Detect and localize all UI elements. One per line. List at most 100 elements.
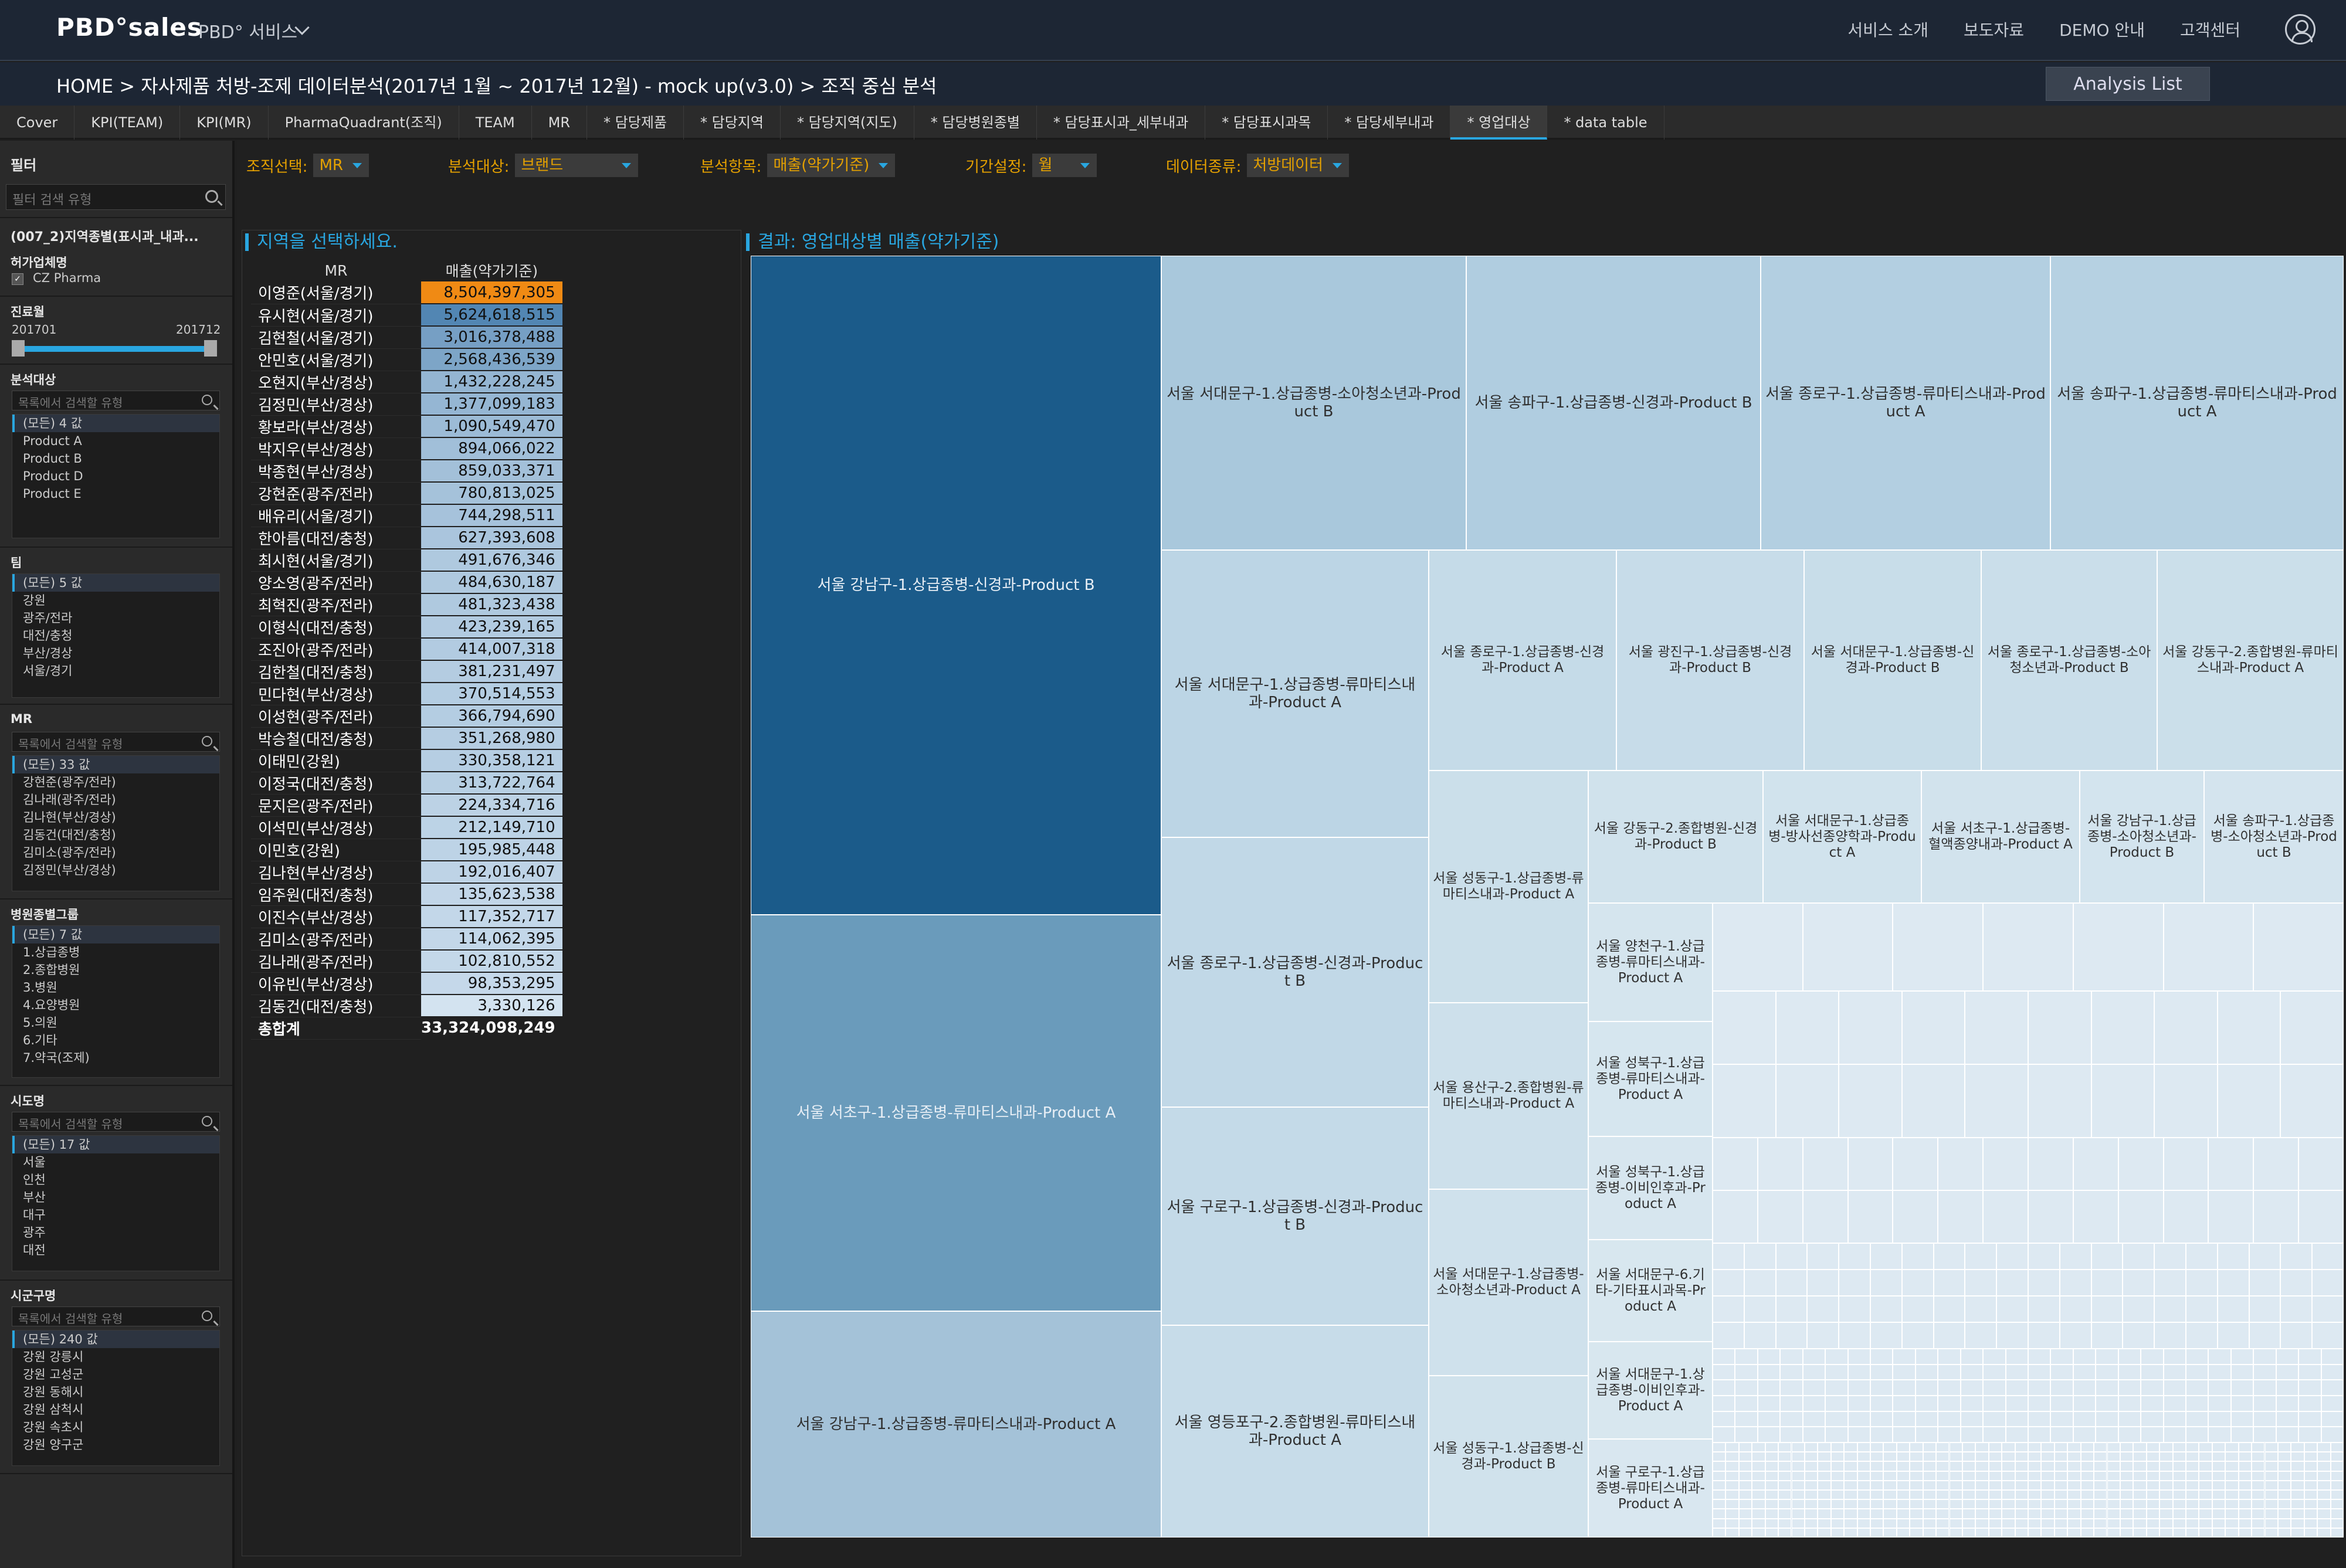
- treemap-small-cell[interactable]: [2317, 1499, 2331, 1509]
- treemap-small-cell[interactable]: [2238, 1509, 2252, 1519]
- treemap-small-cell[interactable]: [2120, 1471, 2134, 1481]
- treemap-small-cell[interactable]: [2264, 1471, 2278, 1481]
- treemap-small-cell[interactable]: [2028, 1480, 2042, 1490]
- treemap-small-cell[interactable]: [1804, 1490, 1818, 1500]
- treemap-small-cell[interactable]: [1713, 1443, 1726, 1452]
- treemap-small-cell[interactable]: [1713, 1190, 1758, 1243]
- sigungu-list-item[interactable]: 강원 속초시: [23, 1420, 84, 1434]
- treemap-small-cell[interactable]: [2230, 1427, 2254, 1443]
- treemap-small-cell[interactable]: [2163, 1427, 2186, 1443]
- treemap-small-cell[interactable]: [2094, 1509, 2107, 1519]
- treemap-small-cell[interactable]: [1778, 1499, 1792, 1509]
- treemap-cell[interactable]: 서울 종로구-1.상급종병-류마티스내과-Product A: [1761, 256, 2050, 550]
- treemap-small-cell[interactable]: [1775, 1270, 1808, 1296]
- treemap-small-cell[interactable]: [1983, 1190, 2028, 1243]
- treemap-small-cell[interactable]: [1765, 1490, 1779, 1500]
- mr-sales-value[interactable]: 894,066,022: [421, 437, 562, 460]
- treemap-small-cell[interactable]: [2120, 1509, 2134, 1519]
- treemap-small-cell[interactable]: [2067, 1499, 2081, 1509]
- treemap-small-cell[interactable]: [2054, 1471, 2068, 1481]
- treemap-small-cell[interactable]: [2050, 1396, 2073, 1411]
- treemap-small-cell[interactable]: [2172, 1499, 2186, 1509]
- treemap-small-cell[interactable]: [2186, 1427, 2209, 1443]
- treemap-small-cell[interactable]: [2146, 1528, 2160, 1538]
- treemap-small-cell[interactable]: [2253, 1396, 2276, 1411]
- treemap-small-cell[interactable]: [1883, 1480, 1897, 1490]
- treemap-small-cell[interactable]: [2159, 1480, 2173, 1490]
- treemap-small-cell[interactable]: [1775, 1296, 1808, 1322]
- treemap-small-cell[interactable]: [1965, 991, 2028, 1064]
- treemap-small-cell[interactable]: [2252, 1443, 2265, 1452]
- treemap-small-cell[interactable]: [2304, 1452, 2318, 1462]
- treemap-small-cell[interactable]: [1996, 1322, 2028, 1349]
- filter-header[interactable]: (007_2)지역종별(표시과_내과...: [11, 230, 199, 245]
- treemap-small-cell[interactable]: [2186, 1471, 2199, 1481]
- treemap-cell[interactable]: 서울 구로구-1.상급종병-류마티스내과-Product A: [1588, 1439, 1713, 1538]
- treemap-small-cell[interactable]: [1936, 1490, 1950, 1500]
- tab-12[interactable]: * 담당세부내과: [1328, 106, 1451, 140]
- treemap-small-cell[interactable]: [1757, 1380, 1781, 1396]
- treemap-small-cell[interactable]: [1757, 1138, 1803, 1190]
- treemap-small-cell[interactable]: [1752, 1528, 1765, 1538]
- treemap-small-cell[interactable]: [1778, 1509, 1792, 1519]
- treemap-small-cell[interactable]: [2225, 1490, 2239, 1500]
- treemap-small-cell[interactable]: [2028, 1190, 2073, 1243]
- treemap-small-cell[interactable]: [2277, 1490, 2291, 1500]
- treemap-small-cell[interactable]: [2225, 1461, 2239, 1471]
- hosp-list-item[interactable]: 1.상급종병: [23, 945, 80, 959]
- treemap-small-cell[interactable]: [2253, 1427, 2276, 1443]
- treemap-small-cell[interactable]: [2230, 1411, 2254, 1427]
- treemap-small-cell[interactable]: [2118, 1396, 2141, 1411]
- treemap-small-cell[interactable]: [1725, 1443, 1739, 1452]
- treemap-small-cell[interactable]: [2028, 1471, 2042, 1481]
- treemap-small-cell[interactable]: [2107, 1518, 2120, 1528]
- treemap-small-cell[interactable]: [1870, 1471, 1884, 1481]
- treemap-small-cell[interactable]: [2291, 1480, 2304, 1490]
- treemap-small-cell[interactable]: [1738, 1490, 1752, 1500]
- treemap-small-cell[interactable]: [2304, 1471, 2318, 1481]
- treemap-small-cell[interactable]: [1883, 1528, 1897, 1538]
- treemap-small-cell[interactable]: [2253, 1364, 2276, 1380]
- treemap-small-cell[interactable]: [1893, 1190, 1938, 1243]
- treemap-cell[interactable]: 서울 서대문구-1.상급종병-소아청소년과-Product B: [1161, 256, 1466, 550]
- treemap-small-cell[interactable]: [2291, 1518, 2304, 1528]
- treemap-small-cell[interactable]: [1988, 1452, 2002, 1462]
- treemap-small-cell[interactable]: [1870, 1518, 1884, 1528]
- table-row[interactable]: 양소영(광주/전라) 484,630,187: [251, 571, 562, 594]
- table-row[interactable]: 이영준(서울/경기) 8,504,397,305: [251, 281, 562, 304]
- treemap-small-cell[interactable]: [1936, 1461, 1950, 1471]
- treemap-small-cell[interactable]: [1778, 1528, 1792, 1538]
- treemap-cell[interactable]: 서울 종로구-1.상급종병-소아청소년과-Product B: [1981, 550, 2157, 771]
- treemap-small-cell[interactable]: [1975, 1461, 1989, 1471]
- treemap-small-cell[interactable]: [1949, 1509, 1962, 1519]
- treemap-small-cell[interactable]: [2186, 1528, 2199, 1538]
- treemap-small-cell[interactable]: [1735, 1411, 1758, 1427]
- table-row[interactable]: 이정국(대전/충청) 313,722,764: [251, 772, 562, 795]
- hosp-list-item[interactable]: 3.병원: [23, 980, 57, 995]
- treemap-small-cell[interactable]: [1802, 1411, 1826, 1427]
- treemap-cell[interactable]: 서울 종로구-1.상급종병-신경과-Product B: [1161, 837, 1429, 1107]
- tab-3[interactable]: PharmaQuadrant(조직): [269, 106, 459, 140]
- treemap-small-cell[interactable]: [1936, 1452, 1950, 1462]
- mr-sales-value[interactable]: 330,358,121: [421, 749, 562, 772]
- mr-sales-value[interactable]: 135,623,538: [421, 883, 562, 906]
- metric-dropdown[interactable]: 매출(약가기준): [767, 154, 896, 177]
- treemap-small-cell[interactable]: [2225, 1480, 2239, 1490]
- treemap-cell[interactable]: 서울 서대문구-1.상급종병-방사선종양학과-Product A: [1763, 771, 1921, 903]
- treemap-small-cell[interactable]: [1975, 1499, 1989, 1509]
- treemap-small-cell[interactable]: [1725, 1528, 1739, 1538]
- treemap-small-cell[interactable]: [2199, 1471, 2212, 1481]
- treemap-small-cell[interactable]: [2120, 1452, 2134, 1462]
- treemap-small-cell[interactable]: [2230, 1396, 2254, 1411]
- treemap-small-cell[interactable]: [2291, 1490, 2304, 1500]
- treemap-small-cell[interactable]: [2005, 1364, 2028, 1380]
- treemap-cell[interactable]: 서울 서대문구-1.상급종병-소아청소년과-Product A: [1429, 1189, 1588, 1376]
- treemap-small-cell[interactable]: [2059, 1243, 2091, 1270]
- treemap-small-cell[interactable]: [1780, 1364, 1803, 1380]
- treemap-small-cell[interactable]: [2080, 1452, 2094, 1462]
- tab-6[interactable]: * 담당제품: [587, 106, 684, 140]
- treemap-small-cell[interactable]: [2096, 1380, 2118, 1396]
- sido-list-item[interactable]: 대전: [23, 1243, 46, 1257]
- treemap-small-cell[interactable]: [1896, 1452, 1910, 1462]
- treemap-small-cell[interactable]: [2280, 1243, 2313, 1270]
